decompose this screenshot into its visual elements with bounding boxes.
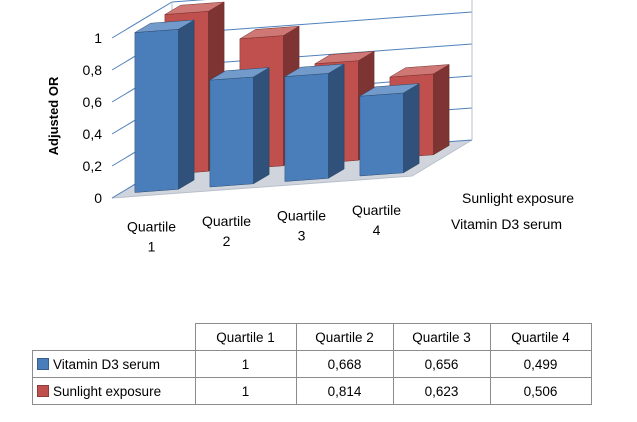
table-cell: 0,656 [392,350,491,378]
table-header-q2: Quartile 2 [295,323,394,351]
y-axis-title: Adjusted OR [46,76,61,155]
bar-side-face [433,64,450,156]
bar-top-face [134,19,195,33]
legend-swatch-vitamin [37,357,49,370]
y-tick-label: 0,2 [83,158,103,174]
bar-side-face [403,83,420,174]
bar-vitamin-d3-q2 [209,67,270,188]
bar-top-face [239,25,300,40]
table-cell: 0,499 [489,350,592,378]
table-series-cell: Vitamin D3 serum [32,350,196,378]
table-cell: 1 [194,377,297,405]
table-row: Vitamin D3 serum 1 0,668 0,656 0,499 [32,350,592,378]
table-corner [32,323,196,351]
bar-front-face [134,29,179,193]
y-tick-label: 0,8 [83,62,103,78]
table-series-label: Sunlight exposure [53,383,162,399]
table-row: Sunlight exposure 1 0,814 0,623 0,506 [32,377,592,405]
bar-front-face [209,76,254,188]
data-table: Quartile 1 Quartile 2 Quartile 3 Quartil… [32,323,592,405]
y-tick-label: 1 [94,30,102,46]
table-series-cell: Sunlight exposure [32,377,196,405]
bar-front-face [359,92,404,177]
y-tick-label: 0,6 [83,94,103,110]
bar-top-face [284,63,345,77]
bar-vitamin-d3-q4 [359,83,420,177]
bar-top-face [314,51,375,65]
series-axis-label-sunlight: Sunlight exposure [462,190,574,206]
table-header-q4: Quartile 4 [489,323,592,351]
bar-top-face [164,1,225,15]
table-header-q3: Quartile 3 [392,323,491,351]
y-axis-ticks: 0 0,2 0,4 0,6 0,8 1 [83,30,103,206]
x-category-label: Quartile 3 [277,207,326,243]
bar-front-face [284,73,329,182]
legend-swatch-sunlight [37,384,49,397]
table-cell: 1 [194,350,297,378]
bars [134,1,450,193]
y-tick-label: 0 [94,190,102,206]
bar-top-face [209,67,270,81]
x-category-label: Quartile 4 [352,202,401,238]
table-series-label: Vitamin D3 serum [53,356,161,372]
table-cell: 0,814 [295,377,394,405]
series-axis-label-vitamin: Vitamin D3 serum [451,216,562,232]
bar-side-face [253,67,270,185]
bar-vitamin-d3-q3 [284,63,345,182]
bar-top-face [389,64,450,78]
x-category-label: Quartile 1 [127,218,176,254]
table-cell: 0,668 [295,350,394,378]
bar-side-face [328,63,345,179]
y-tick-label: 0,4 [83,126,103,142]
bar-top-face [359,83,420,97]
table-header-row: Quartile 1 Quartile 2 Quartile 3 Quartil… [32,323,592,351]
x-axis-categories: Quartile 1 Quartile 2 Quartile 3 Quartile 4 [127,202,401,255]
table-cell: 0,623 [392,377,491,405]
bar-vitamin-d3-q1 [134,19,195,193]
bar-side-face [178,19,195,190]
x-category-label: Quartile 2 [202,213,251,249]
table-header-q1: Quartile 1 [194,323,297,351]
table-cell: 0,506 [489,377,592,405]
